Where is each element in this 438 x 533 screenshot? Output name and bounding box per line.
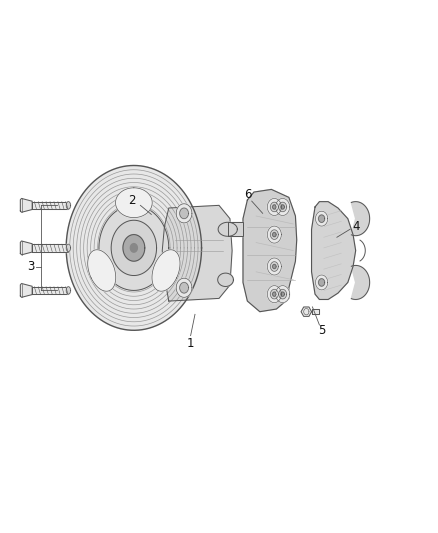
Polygon shape (281, 205, 284, 209)
Polygon shape (311, 309, 319, 314)
Polygon shape (32, 244, 68, 252)
Text: 5: 5 (318, 324, 325, 337)
Polygon shape (20, 241, 32, 255)
Polygon shape (318, 215, 325, 222)
Polygon shape (272, 292, 276, 296)
Polygon shape (116, 188, 152, 217)
Polygon shape (267, 286, 281, 303)
Polygon shape (180, 208, 188, 219)
Polygon shape (228, 222, 243, 236)
Polygon shape (66, 244, 71, 252)
Polygon shape (152, 250, 180, 291)
Polygon shape (279, 202, 286, 212)
Text: 1: 1 (187, 337, 194, 350)
Polygon shape (311, 201, 356, 300)
Text: 3: 3 (28, 260, 35, 273)
Polygon shape (270, 289, 278, 299)
Polygon shape (270, 202, 278, 212)
Polygon shape (20, 198, 32, 212)
Polygon shape (218, 222, 237, 236)
Polygon shape (66, 201, 71, 209)
Polygon shape (123, 235, 145, 261)
Polygon shape (218, 273, 233, 287)
Polygon shape (243, 189, 297, 312)
Polygon shape (315, 275, 328, 290)
Polygon shape (279, 289, 286, 299)
Polygon shape (351, 265, 370, 300)
Polygon shape (276, 198, 290, 215)
Polygon shape (99, 205, 169, 290)
Polygon shape (131, 244, 138, 252)
Polygon shape (315, 211, 328, 226)
Polygon shape (301, 307, 311, 317)
Polygon shape (267, 198, 281, 215)
Polygon shape (276, 286, 290, 303)
Text: 4: 4 (353, 220, 360, 233)
Polygon shape (66, 287, 71, 294)
Polygon shape (272, 264, 276, 269)
Polygon shape (20, 284, 32, 297)
Polygon shape (32, 287, 68, 294)
Polygon shape (270, 262, 278, 271)
Polygon shape (272, 205, 276, 209)
Text: 2: 2 (128, 193, 135, 207)
Polygon shape (88, 250, 116, 291)
Polygon shape (281, 292, 284, 296)
Polygon shape (267, 258, 281, 275)
Polygon shape (32, 201, 68, 209)
Polygon shape (272, 232, 276, 237)
Polygon shape (318, 279, 325, 286)
Polygon shape (176, 204, 192, 223)
Polygon shape (270, 230, 278, 239)
Polygon shape (351, 201, 370, 236)
Polygon shape (111, 220, 156, 276)
Text: 6: 6 (244, 188, 251, 201)
Polygon shape (66, 165, 201, 330)
Polygon shape (176, 278, 192, 297)
Polygon shape (180, 282, 188, 293)
Polygon shape (267, 226, 281, 243)
Polygon shape (162, 205, 232, 301)
